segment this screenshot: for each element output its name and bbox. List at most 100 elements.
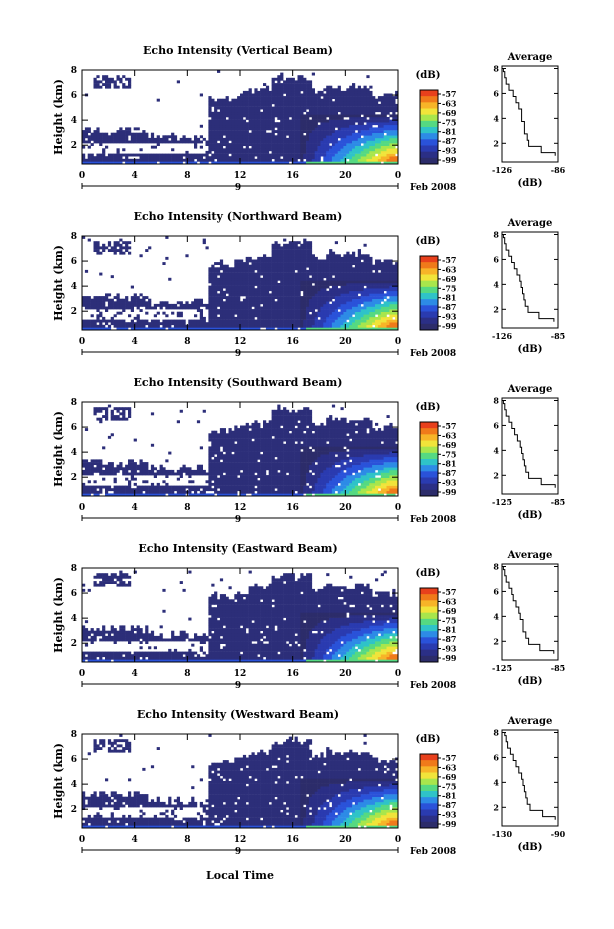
echo-cell — [248, 283, 252, 286]
echo-cell — [96, 158, 100, 162]
echo-cell — [130, 322, 134, 326]
echo-cell — [263, 124, 267, 128]
echo-cell — [349, 143, 353, 146]
echo-cell — [96, 301, 100, 305]
echo-cell — [251, 324, 255, 328]
echo-cell — [219, 153, 224, 157]
echo-cell — [383, 124, 387, 128]
echo-cell — [125, 306, 129, 310]
echo-cell — [291, 249, 295, 252]
echo-cell — [317, 298, 321, 302]
echo-cell — [291, 267, 295, 271]
echo-cell — [311, 143, 315, 146]
echo-cell — [326, 103, 330, 107]
echo-cell — [260, 148, 264, 152]
echo-cell — [303, 153, 307, 157]
echo-cell — [317, 314, 321, 318]
echo-cell — [139, 309, 143, 312]
echo-cell — [234, 127, 238, 131]
echo-cell — [263, 101, 267, 105]
echo-cell — [288, 264, 292, 268]
echo-cell — [268, 143, 272, 146]
echo-cell — [392, 135, 396, 139]
echo-cell — [383, 156, 387, 160]
echo-cell — [214, 267, 218, 271]
echo-cell — [306, 251, 310, 255]
echo-cell — [254, 290, 258, 294]
echo-cell — [389, 272, 393, 276]
echo-cell — [133, 467, 137, 471]
echo-cell — [257, 137, 261, 141]
echo-cell — [265, 264, 270, 268]
echo-cell — [173, 488, 178, 492]
echo-cell — [265, 283, 270, 286]
echo-cell — [122, 409, 126, 413]
echo-cell — [257, 311, 261, 315]
echo-cell — [343, 156, 347, 160]
echo-cell — [346, 140, 350, 144]
echo-cell — [395, 283, 399, 286]
echo-cell — [133, 493, 137, 497]
echo-cell — [179, 409, 183, 413]
echo-cell — [283, 319, 287, 323]
echo-cell — [283, 306, 287, 310]
echo-cell — [208, 156, 212, 160]
echo-cell — [119, 322, 123, 326]
echo-cell — [311, 88, 315, 92]
echo-cell — [334, 319, 338, 323]
echo-cell — [228, 148, 232, 152]
echo-cell — [311, 262, 315, 265]
echo-cell — [334, 303, 338, 307]
echo-cell — [372, 314, 376, 318]
echo-cell — [317, 306, 321, 310]
colorbar-tick-label: -99 — [442, 155, 457, 165]
echo-cell — [286, 119, 290, 123]
echo-cell — [294, 275, 298, 279]
echo-cell — [240, 130, 244, 133]
echo-cell — [156, 153, 160, 157]
echo-cell — [323, 145, 327, 149]
echo-cell — [277, 311, 281, 315]
echo-cell — [110, 301, 114, 305]
echo-cell — [240, 143, 244, 146]
echo-cell — [162, 156, 166, 160]
echo-cell — [288, 101, 292, 105]
echo-cell — [248, 143, 252, 146]
echo-cell — [286, 251, 290, 255]
echo-cell — [237, 280, 241, 284]
colorbar-swatch — [420, 262, 438, 269]
echo-cell — [380, 277, 384, 281]
echo-cell — [251, 293, 255, 297]
echo-cell — [300, 243, 304, 247]
echo-cell — [377, 267, 382, 271]
echo-cell — [271, 296, 275, 299]
echo-cell — [308, 137, 313, 141]
echo-cell — [171, 140, 175, 144]
echo-cell — [225, 135, 229, 139]
echo-cell — [268, 117, 272, 120]
echo-cell — [366, 322, 370, 326]
echo-cell — [122, 306, 126, 310]
echo-cell — [300, 156, 304, 160]
echo-cell — [366, 285, 370, 289]
echo-cell — [263, 324, 267, 328]
echo-cell — [286, 254, 290, 258]
echo-cell — [242, 124, 247, 128]
echo-cell — [286, 98, 290, 102]
echo-cell — [171, 319, 175, 323]
echo-cell — [386, 132, 390, 136]
echo-cell — [93, 140, 97, 144]
echo-cell — [308, 90, 313, 94]
echo-cell — [165, 135, 169, 139]
echo-cell — [102, 153, 106, 157]
echo-cell — [113, 161, 117, 165]
echo-cell — [303, 277, 307, 281]
echo-cell — [320, 140, 324, 144]
y-tick-label: 4 — [71, 116, 77, 126]
echo-cell — [113, 469, 117, 473]
echo-cell — [231, 148, 235, 152]
echo-cell — [286, 127, 290, 131]
echo-cell — [93, 137, 97, 141]
echo-cell — [211, 122, 215, 126]
echo-cell — [383, 145, 387, 149]
